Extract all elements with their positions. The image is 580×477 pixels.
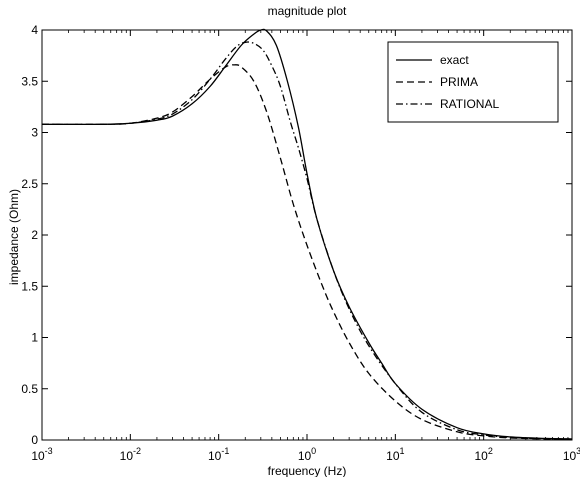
x-tick-label: 100: [298, 446, 316, 463]
legend-label-rational: RATIONAL: [440, 97, 499, 111]
y-tick-label: 2.5: [21, 177, 38, 191]
series-layer: [41, 28, 573, 440]
y-tick-label: 1.5: [21, 279, 38, 293]
x-tick-label: 10-3: [31, 446, 52, 463]
x-tick-label: 101: [386, 446, 404, 463]
x-tick-label: 103: [563, 446, 580, 463]
y-tick-label: 3.5: [21, 74, 38, 88]
x-tick-label: 10-2: [120, 446, 141, 463]
x-axis-title: frequency (Hz): [268, 464, 347, 477]
series-line-prima: [41, 64, 573, 440]
series-line-exact: [41, 28, 573, 440]
legend-label-exact: exact: [440, 53, 469, 67]
y-tick-label: 2: [31, 228, 38, 242]
axes: 10-3 10-2 10-1 100 101 102 103 0 0.5 1 1.5 2 2.5 3 3.5…: [21, 23, 580, 463]
y-tick-label: 0.5: [21, 382, 38, 396]
chart-title: magnitude plot: [268, 4, 347, 18]
legend-box: [387, 41, 559, 123]
x-tick-label: 10-1: [208, 446, 229, 463]
legend-label-prima: PRIMA: [440, 75, 478, 89]
x-tick-label: 102: [474, 446, 492, 463]
y-tick-label: 3: [31, 126, 38, 140]
legend: exact PRIMA RATIONAL: [387, 41, 559, 123]
y-axis-title: impedance (Ohm): [7, 189, 21, 285]
y-tick-label: 0: [31, 433, 38, 447]
y-tick-label: 1: [31, 331, 38, 345]
y-tick-label: 4: [31, 23, 38, 37]
